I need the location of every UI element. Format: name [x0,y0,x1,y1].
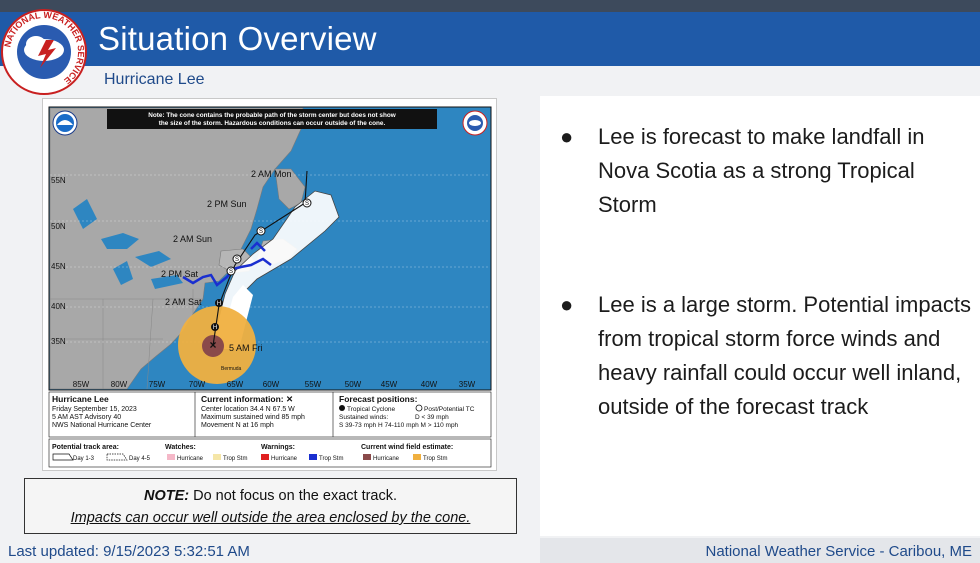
svg-text:Note: The cone contains the pr: Note: The cone contains the probable pat… [148,112,396,119]
svg-text:Maximum sustained wind 85 mph: Maximum sustained wind 85 mph [201,414,305,421]
state-borders [50,289,203,390]
svg-text:Hurricane: Hurricane [373,456,400,462]
svg-text:Sustained winds:: Sustained winds: [339,414,388,421]
svg-text:35N: 35N [51,337,66,346]
svg-text:S 39-73 mph H 74-110 mph M >: S 39-73 mph H 74-110 mph M > 110 mph [339,422,459,429]
label-2am-sun: 2 AM Sun [173,234,212,244]
current-position-x-icon: × [209,338,216,352]
forecast-positions-key: Forecast positions: Tropical Cyclone Pos… [339,394,475,429]
forecast-points: S S S S H H [211,198,312,331]
nws-small-logo-icon [462,110,488,136]
forecast-point-labels: 2 AM Mon 2 PM Sun 2 AM Sun 2 PM Sat 2 AM… [161,169,292,353]
last-updated: Last updated: 9/15/2023 5:32:51 AM [8,543,250,560]
svg-text:5 AM AST Advisory 40: 5 AM AST Advisory 40 [52,414,121,421]
svg-text:35W: 35W [459,380,476,389]
svg-text:Warnings:: Warnings: [261,444,295,451]
footer-bar [540,538,980,563]
svg-text:55N: 55N [51,176,66,185]
svg-text:50N: 50N [51,222,66,231]
svg-text:80W: 80W [111,380,128,389]
svg-text:75W: 75W [149,380,166,389]
svg-text:Center location 34.4 N 67.5 W: Center location 34.4 N 67.5 W [201,406,295,413]
svg-text:45W: 45W [381,380,398,389]
label-2pm-sun: 2 PM Sun [207,199,247,209]
svg-text:Trop Stm: Trop Stm [319,456,343,462]
svg-text:60W: 60W [263,380,280,389]
bullet-marker: ● [560,292,574,317]
svg-text:40W: 40W [421,380,438,389]
current-information: Current information: ✕ Center location 3… [201,394,305,429]
svg-text:S: S [235,257,239,263]
note-text: Do not focus on the exact track. [189,488,398,504]
svg-text:40N: 40N [51,302,66,311]
header-bar [0,12,980,66]
svg-text:45N: 45N [51,262,66,271]
svg-text:NWS National Hurricane Center: NWS National Hurricane Center [52,422,152,429]
bullet-text: Lee is a large storm. Potential impacts … [598,292,971,419]
svg-text:Potential track area:: Potential track area: [52,444,119,451]
longitude-labels: 85W 80W 75W 70W 65W 60W 55W 50W 45W 40W … [73,380,476,389]
noaa-logo-icon [52,110,78,136]
bullet-panel: ● Lee is forecast to make landfall in No… [540,96,980,536]
forecast-cone-map: S S S S H H × 2 AM Mon 2 PM Sun 2 AM Sun… [42,98,497,471]
svg-text:the size of the storm. Hazardo: the size of the storm. Hazardous conditi… [159,120,386,127]
svg-text:Hurricane Lee: Hurricane Lee [52,394,109,404]
svg-text:Trop Stm: Trop Stm [423,456,447,462]
svg-text:Hurricane: Hurricane [177,456,204,462]
info-panel [48,391,492,438]
cone-note-banner [107,109,437,129]
label-5am-fri: 5 AM Fri [229,343,263,353]
svg-text:Watches:: Watches: [165,444,196,451]
svg-text:Forecast positions:: Forecast positions: [339,394,418,404]
note-label: NOTE: [143,488,190,504]
label-2am-mon: 2 AM Mon [251,169,292,179]
legend: Potential track area: Day 1-3 Day 4-5 Wa… [52,444,453,462]
tropical-storm-warning-coast [182,257,272,287]
office-name: National Weather Service - Caribou, ME [705,543,973,560]
note-box: NOTE: Do not focus on the exact track. I… [24,478,517,534]
svg-text:S: S [259,229,263,235]
point-2am-sat: H [215,299,223,307]
svg-text:Friday September 15, 2023: Friday September 15, 2023 [52,406,137,413]
top-strip [0,0,980,12]
bullet-text: Lee is forecast to make landfall in Nova… [598,124,925,217]
svg-text:50W: 50W [345,380,362,389]
page-subtitle: Hurricane Lee [104,71,205,88]
page-title: Situation Overview [98,20,377,57]
point-2pm-sun: S [256,226,266,236]
point-2pm-sat: S [226,266,236,276]
svg-text:D < 39 mph: D < 39 mph [415,414,449,421]
svg-text:70W: 70W [189,380,206,389]
note-line-1: NOTE: Do not focus on the exact track. [25,488,516,504]
tropical-storm-warning-coast-2 [250,241,266,252]
svg-text:65W: 65W [227,380,244,389]
point-2am-mon: S [302,198,312,208]
bermuda-label: Bermuda [221,366,242,372]
label-2am-sat: 2 AM Sat [165,297,202,307]
label-2pm-sat: 2 PM Sat [161,269,199,279]
note-line-2: Impacts can occur well outside the area … [70,510,471,526]
bullet-marker: ● [560,124,574,149]
svg-text:Movement N at 16 mph: Movement N at 16 mph [201,422,274,429]
svg-text:H: H [217,301,221,307]
latitude-labels: 55N 50N 45N 40N 35N [51,176,66,346]
point-current: H [211,323,219,331]
svg-text:Current information: ✕: Current information: ✕ [201,394,293,404]
svg-text:H: H [213,325,217,331]
svg-text:S: S [229,269,233,275]
svg-text:Tropical Cyclone: Tropical Cyclone [347,406,396,413]
legend-panel [48,438,492,468]
svg-text:Current wind field estimate:: Current wind field estimate: [361,444,453,451]
point-2am-sun: S [232,254,242,264]
nws-logo-icon: NATIONAL WEATHER SERVICE [1,9,87,95]
svg-text:Day 4-5: Day 4-5 [129,456,151,462]
svg-text:S: S [305,201,309,207]
svg-text:Post/Potential TC: Post/Potential TC [424,406,475,413]
svg-text:Hurricane: Hurricane [271,456,298,462]
svg-text:Trop Stm: Trop Stm [223,456,247,462]
svg-text:85W: 85W [73,380,90,389]
svg-text:55W: 55W [305,380,322,389]
storm-info: Hurricane Lee Friday September 15, 2023 … [52,394,152,429]
svg-text:Day 1-3: Day 1-3 [73,456,95,462]
